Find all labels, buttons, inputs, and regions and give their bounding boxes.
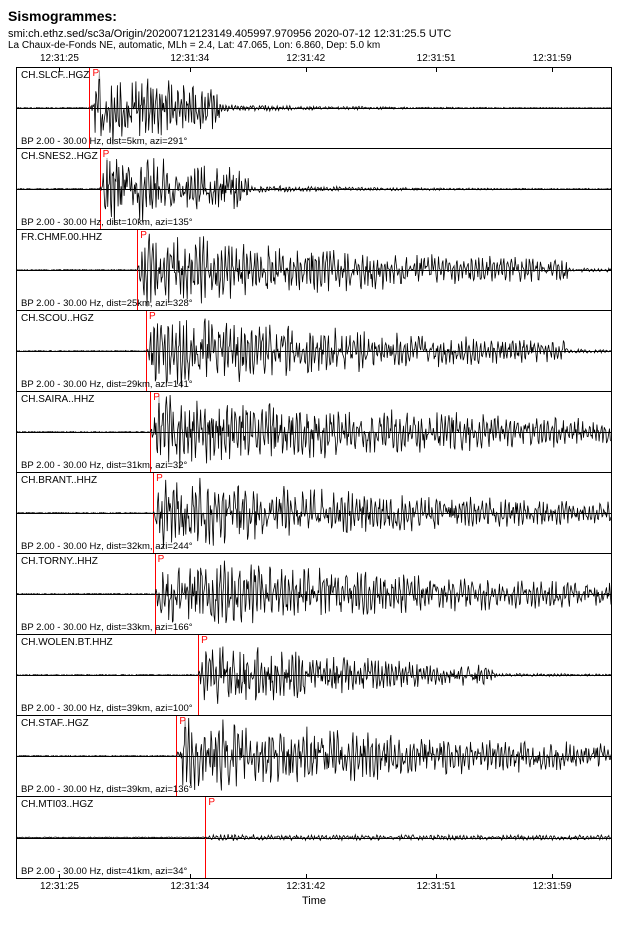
origin-id-line: smi:ch.ethz.sed/sc3a/Origin/202007121231… [8, 28, 616, 40]
station-label: CH.BRANT..HHZ [21, 475, 97, 486]
trace-row: CH.TORNY..HHZ BP 2.00 - 30.00 Hz, dist=33… [17, 554, 611, 635]
filter-label: BP 2.00 - 30.00 Hz, dist=25km, azi=328° [21, 298, 193, 309]
station-label: CH.WOLEN.BT.HHZ [21, 637, 113, 648]
trace-row: CH.SAIRA..HHZ BP 2.00 - 30.00 Hz, dist=31… [17, 392, 611, 473]
station-label: CH.MTI03..HGZ [21, 799, 93, 810]
trace-row: CH.WOLEN.BT.HHZ BP 2.00 - 30.00 Hz, dist=… [17, 635, 611, 716]
x-tick-label: 12:31:51 [417, 881, 456, 892]
trace-stack: CH.SLCF..HGZ BP 2.00 - 30.00 Hz, dist=5km… [16, 67, 612, 879]
p-arrival-label: P [148, 311, 157, 322]
filter-label: BP 2.00 - 30.00 Hz, dist=39km, azi=100° [21, 703, 193, 714]
trace-row: CH.STAF..HGZ BP 2.00 - 30.00 Hz, dist=39k… [17, 716, 611, 797]
x-tick-label: 12:31:25 [40, 53, 79, 64]
trace-row: CH.MTI03..HGZ BP 2.00 - 30.00 Hz, dist=41… [17, 797, 611, 878]
p-arrival-label: P [207, 797, 216, 808]
station-label: CH.SNES2..HGZ [21, 151, 98, 162]
x-tick-label: 12:31:42 [286, 53, 325, 64]
trace-row: CH.BRANT..HHZ BP 2.00 - 30.00 Hz, dist=32… [17, 473, 611, 554]
station-label: CH.SAIRA..HHZ [21, 394, 94, 405]
p-arrival-label: P [139, 230, 148, 241]
trace-row: FR.CHMF.00.HHZ BP 2.00 - 30.00 Hz, dist=2… [17, 230, 611, 311]
x-tick-label: 12:31:34 [170, 53, 209, 64]
filter-label: BP 2.00 - 30.00 Hz, dist=41km, azi=34° [21, 866, 187, 877]
station-label: CH.SLCF..HGZ [21, 70, 89, 81]
p-arrival-label: P [178, 716, 187, 727]
p-arrival-label: P [152, 392, 161, 403]
filter-label: BP 2.00 - 30.00 Hz, dist=31km, azi=32° [21, 460, 187, 471]
filter-label: BP 2.00 - 30.00 Hz, dist=29km, azi=141° [21, 379, 193, 390]
x-tick-label: 12:31:59 [533, 53, 572, 64]
page-title: Sismogrammes: [8, 8, 616, 24]
filter-label: BP 2.00 - 30.00 Hz, dist=39km, azi=136° [21, 784, 193, 795]
filter-label: BP 2.00 - 30.00 Hz, dist=33km, azi=166° [21, 622, 193, 633]
p-arrival-label: P [157, 554, 166, 565]
station-label: CH.STAF..HGZ [21, 718, 89, 729]
x-tick-label: 12:31:34 [170, 881, 209, 892]
filter-label: BP 2.00 - 30.00 Hz, dist=32km, azi=244° [21, 541, 193, 552]
p-arrival-label: P [102, 149, 111, 160]
x-tick-label: 12:31:59 [533, 881, 572, 892]
seismogram-figure: 12:31:25 12:31:34 12:31:42 12:31:51 12:31:59… [8, 53, 616, 907]
x-axis-bottom: 12:31:25 12:31:34 12:31:42 12:31:51 12:31:59 [16, 879, 612, 893]
x-axis-top: 12:31:25 12:31:34 12:31:42 12:31:51 12:31:59 [16, 53, 612, 67]
filter-label: BP 2.00 - 30.00 Hz, dist=5km, azi=291° [21, 136, 187, 147]
trace-row: CH.SNES2..HGZ BP 2.00 - 30.00 Hz, dist=10… [17, 149, 611, 230]
p-arrival-label: P [200, 635, 209, 646]
x-tick-label: 12:31:51 [417, 53, 456, 64]
station-label: CH.TORNY..HHZ [21, 556, 98, 567]
trace-row: CH.SCOU..HGZ BP 2.00 - 30.00 Hz, dist=29k… [17, 311, 611, 392]
x-tick-label: 12:31:42 [286, 881, 325, 892]
x-axis-label: Time [16, 895, 612, 907]
x-tick-label: 12:31:25 [40, 881, 79, 892]
filter-label: BP 2.00 - 30.00 Hz, dist=10km, azi=135° [21, 217, 193, 228]
event-summary-line: La Chaux-de-Fonds NE, automatic, MLh = 2… [8, 40, 616, 51]
trace-row: CH.SLCF..HGZ BP 2.00 - 30.00 Hz, dist=5km… [17, 68, 611, 149]
p-arrival-label: P [155, 473, 164, 484]
station-label: CH.SCOU..HGZ [21, 313, 94, 324]
p-arrival-label: P [91, 68, 100, 79]
station-label: FR.CHMF.00.HHZ [21, 232, 102, 243]
